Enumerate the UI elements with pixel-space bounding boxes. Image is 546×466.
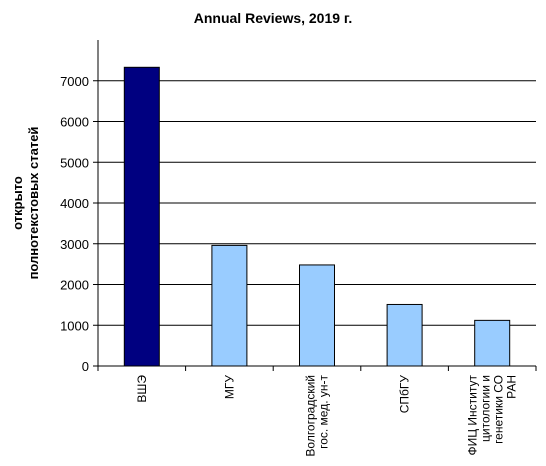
category-label: ФИЦ Институт цитологии и генетики СО РАН (466, 375, 519, 456)
category-label: СПбГУ (398, 375, 412, 414)
category-label-line: генетики СО (492, 375, 506, 444)
y-tick-label: 4000 (60, 196, 89, 211)
category-label-line: цитологии и (479, 375, 493, 442)
category-label-line: ФИЦ Институт (466, 375, 480, 456)
y-axis-label: открыто (10, 176, 25, 230)
category-label-line: РАН (505, 375, 519, 399)
category-label: ВШЭ (135, 375, 149, 403)
category-label: Волгоградский гос. мед. ун-т (304, 374, 331, 456)
bar (386, 303, 423, 367)
bar (123, 66, 160, 367)
category-label-line: ВШЭ (135, 375, 149, 403)
bar (299, 264, 335, 367)
y-tick-label: 1000 (60, 318, 89, 333)
y-tick-label: 3000 (60, 237, 89, 252)
y-axis-label: полнотекстовых статей (26, 127, 41, 280)
category-label-line: Волгоградский (304, 375, 318, 457)
category-label: МГУ (222, 375, 236, 399)
category-label-line: гос. мед. ун-т (317, 374, 331, 448)
y-tick-label: 5000 (60, 155, 89, 170)
bar (211, 244, 248, 367)
category-label-line: СПбГУ (398, 375, 412, 414)
y-tick-label: 6000 (60, 115, 89, 130)
category-label-line: МГУ (222, 375, 236, 399)
y-tick-label: 7000 (60, 74, 89, 89)
y-tick-label: 2000 (60, 278, 89, 293)
y-tick-label: 0 (82, 359, 89, 374)
chart-title: Annual Reviews, 2019 г. (193, 10, 353, 26)
bar (474, 319, 511, 367)
